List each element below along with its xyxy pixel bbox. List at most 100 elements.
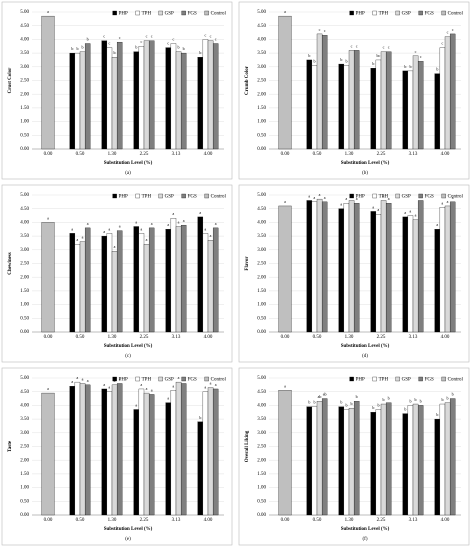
significance-letter: a bbox=[215, 221, 217, 226]
bar bbox=[407, 215, 414, 333]
bar bbox=[133, 51, 140, 150]
bar bbox=[79, 51, 86, 150]
significance-letter: a bbox=[82, 235, 84, 240]
legend-label: GSP bbox=[165, 377, 174, 382]
significance-letter: c bbox=[415, 49, 417, 54]
y-tick-label: 2.00 bbox=[257, 275, 266, 280]
legend-label: FGS bbox=[425, 194, 434, 199]
panel: 0.00 0.50 1.00 1.50 2.00 2.50 3.00 3.50 4.00 4.50… bbox=[1, 1, 233, 180]
significance-letter: a bbox=[284, 199, 286, 204]
bar bbox=[41, 15, 55, 150]
legend-label: TPH bbox=[379, 194, 389, 199]
bar bbox=[407, 405, 414, 516]
significance-letter: a bbox=[82, 376, 84, 381]
y-tick-label: 0.50 bbox=[20, 133, 29, 138]
legend-swatch bbox=[395, 10, 400, 16]
y-tick-label: 2.50 bbox=[20, 79, 29, 84]
y-tick-label: 3.00 bbox=[20, 248, 29, 253]
significance-letter: b bbox=[114, 50, 116, 55]
significance-letter: a bbox=[210, 233, 212, 238]
x-tick-label: 1.30 bbox=[108, 152, 117, 157]
legend-label: Control bbox=[448, 194, 464, 199]
bar bbox=[170, 43, 177, 150]
legend-swatch bbox=[135, 376, 140, 382]
bar bbox=[338, 406, 345, 516]
bar bbox=[202, 233, 209, 333]
x-tick-label: 4.00 bbox=[204, 518, 213, 523]
bar bbox=[175, 51, 182, 150]
legend-label: Control bbox=[211, 11, 227, 16]
significance-letter: a bbox=[183, 218, 185, 223]
y-tick-label: 3.50 bbox=[20, 51, 29, 56]
bar bbox=[207, 240, 214, 333]
x-tick-label: 0.00 bbox=[44, 518, 53, 523]
significance-letter: a bbox=[146, 237, 148, 242]
significance-letter: c bbox=[167, 41, 169, 46]
y-tick-label: 3.00 bbox=[257, 248, 266, 253]
legend-swatch bbox=[441, 10, 446, 16]
significance-letter: b bbox=[76, 46, 78, 51]
y-tick-label: 0.50 bbox=[20, 316, 29, 321]
y-tick-label: 2.50 bbox=[257, 262, 266, 267]
bar bbox=[380, 51, 387, 150]
legend-label: FGS bbox=[188, 11, 197, 16]
panel-label: (f) bbox=[363, 537, 368, 542]
panel: 0.00 0.50 1.00 1.50 2.00 2.50 3.00 3.50 4.00 4.50… bbox=[238, 184, 470, 363]
y-tick-label: 2.00 bbox=[20, 92, 29, 97]
legend-label: GSP bbox=[402, 11, 411, 16]
bar bbox=[417, 200, 424, 333]
significance-letter: a bbox=[103, 229, 105, 234]
y-tick-label: 2.50 bbox=[20, 262, 29, 267]
significance-letter: a bbox=[308, 193, 310, 198]
significance-letter: b bbox=[345, 402, 347, 407]
bar bbox=[444, 402, 451, 516]
legend-swatch bbox=[112, 10, 117, 16]
significance-letter: a bbox=[447, 199, 449, 204]
bar bbox=[407, 70, 414, 150]
legend-label: Control bbox=[448, 11, 464, 16]
y-tick-label: 5.00 bbox=[257, 193, 266, 198]
y-tick-label: 0.00 bbox=[20, 147, 29, 152]
y-axis-label: Overall Liking bbox=[245, 430, 250, 462]
bar bbox=[197, 57, 204, 150]
significance-letter: c bbox=[103, 34, 105, 39]
bar bbox=[353, 203, 360, 333]
legend-swatch bbox=[395, 193, 400, 199]
legend-label: Control bbox=[448, 377, 464, 382]
y-tick-label: 1.50 bbox=[20, 106, 29, 111]
y-tick-label: 3.50 bbox=[20, 234, 29, 239]
y-tick-label: 1.00 bbox=[257, 120, 266, 125]
bar bbox=[338, 63, 345, 150]
significance-letter: a bbox=[284, 383, 286, 388]
significance-letter: c bbox=[205, 32, 207, 37]
significance-letter: a bbox=[378, 207, 380, 212]
bar bbox=[412, 403, 419, 516]
significance-letter: b bbox=[356, 394, 358, 399]
significance-letter: b bbox=[313, 58, 315, 63]
significance-letter: a bbox=[178, 375, 180, 380]
x-tick-label: 0.50 bbox=[76, 518, 85, 523]
bar bbox=[165, 229, 172, 333]
legend-label: PHP bbox=[119, 11, 128, 16]
bar bbox=[116, 230, 123, 333]
x-tick-label: 2.25 bbox=[140, 335, 149, 340]
y-axis-label: Flavor bbox=[245, 256, 250, 271]
y-tick-label: 3.50 bbox=[257, 417, 266, 422]
bar bbox=[449, 201, 456, 333]
significance-letter: a bbox=[71, 226, 73, 231]
x-tick-label: 0.00 bbox=[281, 518, 290, 523]
bar bbox=[370, 412, 377, 516]
x-axis-label: Substitution Level (%) bbox=[104, 344, 153, 349]
legend-label: TPH bbox=[379, 11, 389, 16]
bar bbox=[380, 403, 387, 516]
legend-swatch bbox=[204, 10, 209, 16]
x-tick-label: 0.50 bbox=[76, 335, 85, 340]
legend-swatch bbox=[181, 10, 186, 16]
bar bbox=[348, 407, 355, 516]
legend-label: TPH bbox=[379, 377, 389, 382]
significance-letter: c bbox=[119, 35, 121, 40]
panel-label: (c) bbox=[125, 354, 131, 359]
legend-swatch bbox=[158, 376, 163, 382]
y-tick-label: 4.00 bbox=[20, 221, 29, 226]
bar bbox=[74, 244, 81, 333]
